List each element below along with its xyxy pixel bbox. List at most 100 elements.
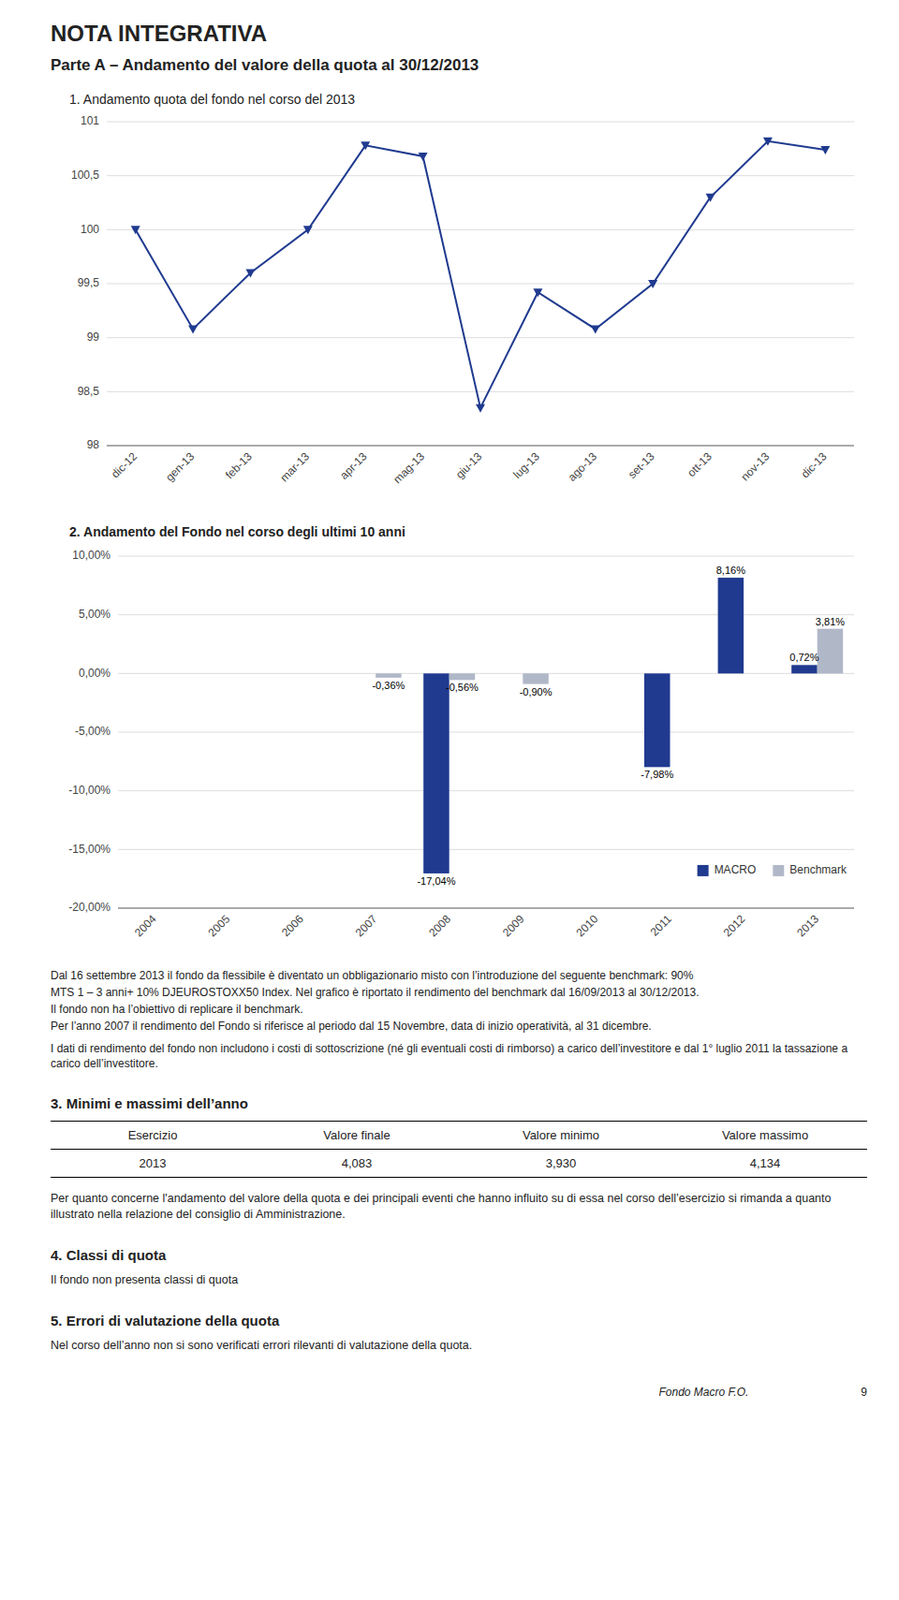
bar [350,673,377,675]
note: Per l’anno 2007 il rendimento del Fondo … [50,1018,868,1034]
note: I dati di rendimento del fondo non inclu… [50,1041,868,1072]
section-text: Per quanto concerne l'andamento del valo… [50,1191,868,1224]
y-tick-label: -20,00% [68,900,111,914]
footer-text: Fondo Macro F.O. [658,1385,749,1400]
data-label: -17,04% [416,875,456,887]
marker [360,141,370,150]
line [135,141,826,409]
marker [820,146,830,155]
bar [375,673,402,678]
legend-label: MACRO [714,863,757,877]
table-header: Valore finale [254,1121,459,1150]
table-row: 20134,0833,9304,134 [50,1149,868,1179]
legend: BenchmarkMACRO [697,863,848,877]
y-tick-label: 5,00% [78,607,111,621]
bar [596,673,623,675]
bar [154,673,181,675]
x-tick-label: 2004 [132,912,160,940]
x-tick-label: 2006 [279,912,307,940]
x-tick-label: 2012 [721,912,749,940]
bar [718,577,745,674]
data-label: -0,56% [445,681,479,693]
y-tick-label: 98,5 [77,384,101,398]
bar [276,673,303,675]
section-text: Il fondo non presenta classi di quota [50,1272,868,1289]
page: NOTA INTEGRATIVA Parte A – Andamento del … [0,0,899,1400]
bar [497,673,524,675]
chart-title: 1. Andamento quota del fondo nel corso d… [69,91,868,107]
subtitle: Parte A – Andamento del valore della quo… [50,56,868,75]
x-tick-label: 2010 [573,912,601,940]
notes: Dal 16 settembre 2013 il fondo da flessi… [50,968,868,1072]
y-tick-label: 99,5 [77,276,101,290]
table-cell: 3,930 [458,1149,664,1179]
section-title: 5. Errori di valutazione della quota [50,1312,868,1329]
bar [817,629,844,675]
data-label: 8,16% [716,564,746,576]
note: MTS 1 – 3 anni+ 10% DJEUROSTOXX50 Index.… [50,985,868,1001]
bar [644,673,671,767]
x-tick-label: mag-13 [390,449,428,487]
x-axis-line [106,445,855,447]
axes: -20,00%-15,00%-10,00%-5,00%0,00%5,00%10,… [68,548,855,940]
y-tick-label: 98 [87,438,101,452]
data-label: 3,81% [815,616,845,628]
table-header: Valore massimo [663,1121,868,1150]
legend-swatch [772,865,784,877]
x-tick-label: dic-12 [108,449,140,481]
table-header: Valore minimo [458,1121,664,1150]
x-tick-label: 2011 [648,912,675,939]
page-number: 9 [860,1385,868,1400]
x-tick-label: 2007 [353,912,381,940]
data [375,577,843,874]
marker [532,288,543,297]
grid-line [106,283,855,285]
marker [763,137,773,147]
table-cell: 4,083 [254,1149,459,1179]
marker [303,225,313,235]
x-tick-label: mar-13 [277,449,312,485]
data [131,137,831,413]
x-tick-label: nov-13 [737,449,772,484]
grid-line [106,175,855,177]
data-label: 0,72% [789,651,819,664]
bar [202,673,229,675]
y-tick-label: 10,00% [72,548,111,562]
x-tick-label: 2013 [794,912,822,940]
grid [117,556,855,909]
bar [449,673,476,680]
y-tick-label: -15,00% [68,842,111,856]
x-tick-label: lug-13 [510,449,543,482]
bar [228,673,255,675]
data-label: -0,90% [519,686,553,698]
marker [418,152,428,162]
x-tick-label: gen-13 [162,449,198,485]
y-tick-label: 100,5 [71,168,100,182]
bar [670,673,697,675]
title: NOTA INTEGRATIVA [50,20,868,47]
x-tick-label: feb-13 [222,449,255,482]
footer: Fondo Macro F.O. 9 [50,1385,868,1400]
bar [129,673,156,675]
bar [522,673,549,684]
table-body: 20134,0833,9304,134 [50,1149,868,1179]
marker [590,324,601,334]
axes: 9898,59999,5100100,5101dic-12gen-13feb-1… [71,114,855,487]
table-cell: 2013 [50,1149,255,1179]
bar [570,673,597,675]
bar-chart: -20,00%-15,00%-10,00%-5,00%0,00%5,00%10,… [50,543,868,956]
x-tick-label: giu-13 [453,449,486,482]
marker [245,268,255,278]
grid-line [106,391,855,393]
bar [743,673,770,675]
y-tick-label: 101 [80,114,100,128]
x-tick-label: 2009 [500,912,528,940]
table: EsercizioValore finaleValore minimoValor… [50,1120,868,1179]
x-tick-label: 2008 [426,912,454,940]
marker [475,404,486,413]
grid-line [106,229,855,231]
y-tick-label: 0,00% [78,666,111,680]
grid-line [117,556,855,558]
marker [706,193,716,203]
marker [648,280,658,289]
